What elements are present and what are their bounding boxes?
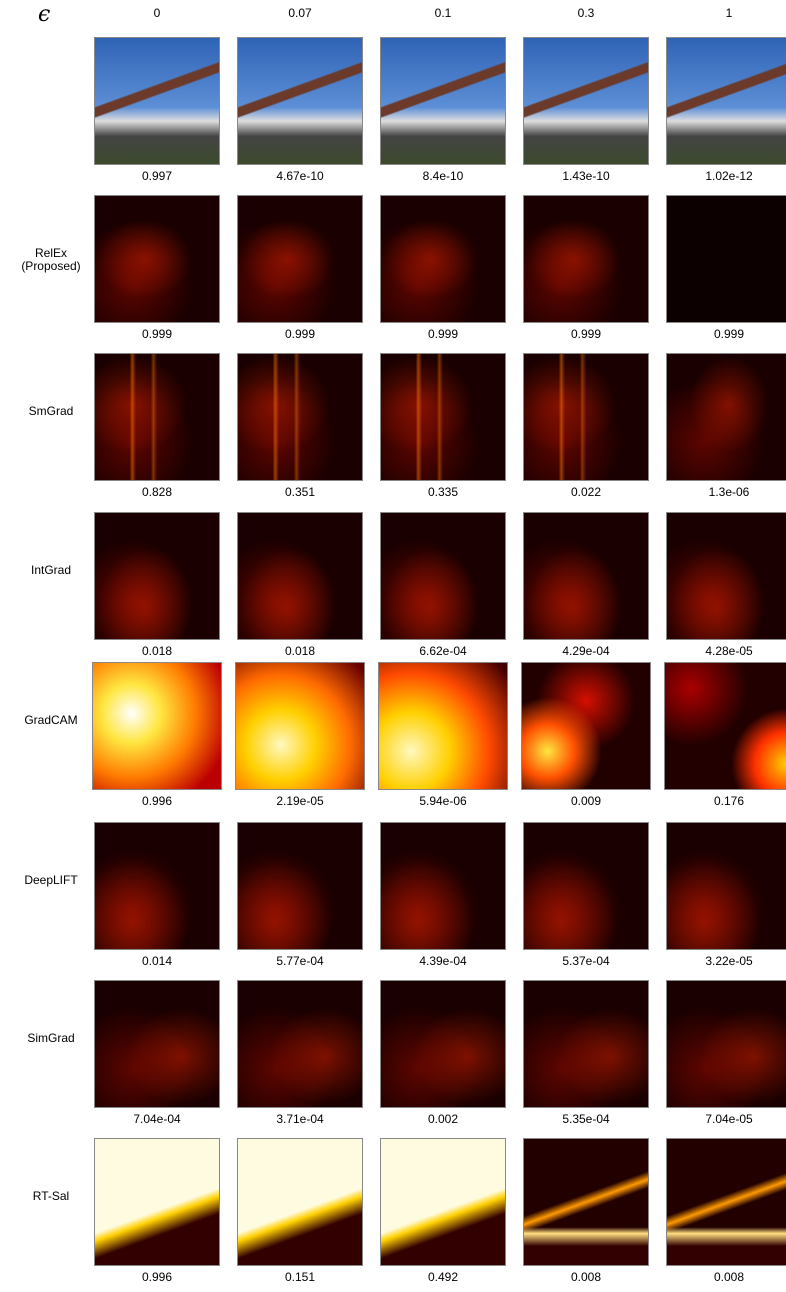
row-label: RT-Sal bbox=[8, 1190, 94, 1203]
score: 4.29e-04 bbox=[521, 644, 651, 658]
column-header: 0.1 bbox=[383, 6, 503, 20]
image-cell bbox=[378, 662, 508, 790]
score: 0.014 bbox=[92, 954, 222, 968]
score: 7.04e-04 bbox=[92, 1112, 222, 1126]
score: 0.999 bbox=[378, 327, 508, 341]
row-label: SmGrad bbox=[8, 405, 94, 418]
image-cell bbox=[380, 353, 506, 481]
score: 1.3e-06 bbox=[664, 485, 786, 499]
column-header: 0.07 bbox=[240, 6, 360, 20]
score: 3.71e-04 bbox=[235, 1112, 365, 1126]
score: 0.009 bbox=[521, 794, 651, 808]
image-cell bbox=[94, 980, 220, 1108]
image-cell bbox=[521, 662, 651, 790]
image-cell bbox=[666, 353, 786, 481]
image-cell bbox=[237, 195, 363, 323]
row-label: SimGrad bbox=[8, 1032, 94, 1045]
score: 0.008 bbox=[664, 1270, 786, 1284]
row-label: IntGrad bbox=[8, 564, 94, 577]
image-cell bbox=[380, 1138, 506, 1266]
score: 0.999 bbox=[235, 327, 365, 341]
image-cell bbox=[523, 512, 649, 640]
score: 4.28e-05 bbox=[664, 644, 786, 658]
figure: {"header": {"symbol": "ϵ", "columns": ["… bbox=[0, 0, 786, 1292]
image-cell bbox=[237, 1138, 363, 1266]
image-cell bbox=[523, 822, 649, 950]
score: 5.35e-04 bbox=[521, 1112, 651, 1126]
score: 0.151 bbox=[235, 1270, 365, 1284]
image-cell bbox=[380, 195, 506, 323]
row-label: RelEx (Proposed) bbox=[8, 247, 94, 273]
image-cell bbox=[380, 37, 506, 165]
score: 0.022 bbox=[521, 485, 651, 499]
score: 0.176 bbox=[664, 794, 786, 808]
score: 5.37e-04 bbox=[521, 954, 651, 968]
image-cell bbox=[92, 662, 222, 790]
score: 0.996 bbox=[92, 794, 222, 808]
image-cell bbox=[523, 1138, 649, 1266]
image-cell bbox=[380, 512, 506, 640]
score: 4.67e-10 bbox=[235, 169, 365, 183]
image-cell bbox=[237, 512, 363, 640]
image-cell bbox=[94, 195, 220, 323]
image-cell bbox=[94, 353, 220, 481]
column-header: 0 bbox=[97, 6, 217, 20]
image-cell bbox=[94, 822, 220, 950]
column-header: 0.3 bbox=[526, 6, 646, 20]
image-cell bbox=[664, 662, 786, 790]
score: 0.002 bbox=[378, 1112, 508, 1126]
score: 5.94e-06 bbox=[378, 794, 508, 808]
score: 0.999 bbox=[521, 327, 651, 341]
image-cell bbox=[237, 37, 363, 165]
image-cell bbox=[523, 980, 649, 1108]
column-header: 1 bbox=[669, 6, 786, 20]
image-cell bbox=[666, 822, 786, 950]
score: 0.492 bbox=[378, 1270, 508, 1284]
score: 0.335 bbox=[378, 485, 508, 499]
score: 0.999 bbox=[664, 327, 786, 341]
image-cell bbox=[666, 980, 786, 1108]
score: 0.008 bbox=[521, 1270, 651, 1284]
score: 7.04e-05 bbox=[664, 1112, 786, 1126]
image-cell bbox=[235, 662, 365, 790]
score: 2.19e-05 bbox=[235, 794, 365, 808]
score: 0.996 bbox=[92, 1270, 222, 1284]
image-cell bbox=[380, 980, 506, 1108]
score: 3.22e-05 bbox=[664, 954, 786, 968]
score: 0.828 bbox=[92, 485, 222, 499]
score: 8.4e-10 bbox=[378, 169, 508, 183]
image-cell bbox=[237, 353, 363, 481]
score: 1.02e-12 bbox=[664, 169, 786, 183]
image-cell bbox=[666, 195, 786, 323]
score: 0.018 bbox=[92, 644, 222, 658]
image-cell bbox=[666, 1138, 786, 1266]
image-cell bbox=[237, 822, 363, 950]
epsilon-symbol: ϵ bbox=[38, 2, 50, 27]
score: 0.018 bbox=[235, 644, 365, 658]
image-cell bbox=[94, 512, 220, 640]
image-cell bbox=[666, 37, 786, 165]
score: 0.999 bbox=[92, 327, 222, 341]
image-cell bbox=[523, 37, 649, 165]
score: 5.77e-04 bbox=[235, 954, 365, 968]
row-label: GradCAM bbox=[8, 714, 94, 727]
image-cell bbox=[666, 512, 786, 640]
image-cell bbox=[94, 37, 220, 165]
score: 0.997 bbox=[92, 169, 222, 183]
score: 4.39e-04 bbox=[378, 954, 508, 968]
score: 1.43e-10 bbox=[521, 169, 651, 183]
score: 0.351 bbox=[235, 485, 365, 499]
score: 6.62e-04 bbox=[378, 644, 508, 658]
image-cell bbox=[380, 822, 506, 950]
row-label: DeepLIFT bbox=[8, 874, 94, 887]
image-cell bbox=[237, 980, 363, 1108]
image-cell bbox=[94, 1138, 220, 1266]
image-cell bbox=[523, 195, 649, 323]
image-cell bbox=[523, 353, 649, 481]
